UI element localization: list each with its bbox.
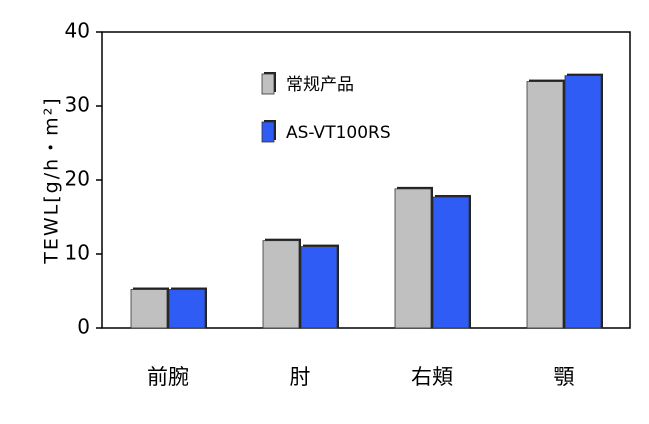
bar-as-vt100rs (432, 196, 470, 329)
bar-as-vt100rs (564, 75, 602, 329)
y-tick-label: 0 (77, 315, 90, 339)
bars (130, 73, 603, 329)
legend-label: 常规产品 (286, 75, 354, 95)
legend-swatch (261, 73, 275, 95)
y-axis-ticks: 0 10 20 30 40 (65, 19, 102, 339)
legend-swatch (261, 121, 275, 143)
bar-conventional (262, 240, 300, 329)
category-labels: 前腕 肘 右頬 顎 (147, 365, 575, 389)
bar-conventional (526, 81, 564, 329)
y-tick-label: 20 (65, 167, 90, 191)
bar-as-vt100rs (168, 289, 206, 329)
category-label: 肘 (290, 365, 311, 389)
category-label: 顎 (554, 365, 575, 389)
y-tick-label: 10 (65, 241, 90, 265)
category-label: 前腕 (147, 365, 189, 389)
bar-as-vt100rs (300, 246, 338, 329)
bar-conventional (130, 289, 168, 329)
category-label: 右頬 (411, 365, 453, 389)
legend: 常规产品 AS-VT100RS (261, 72, 391, 143)
y-tick-label: 40 (65, 19, 90, 43)
y-tick-label: 30 (65, 93, 90, 117)
legend-label: AS-VT100RS (286, 123, 391, 143)
bar-conventional (394, 188, 432, 329)
y-axis-label: TEWL[g/h・m²] (41, 96, 63, 264)
